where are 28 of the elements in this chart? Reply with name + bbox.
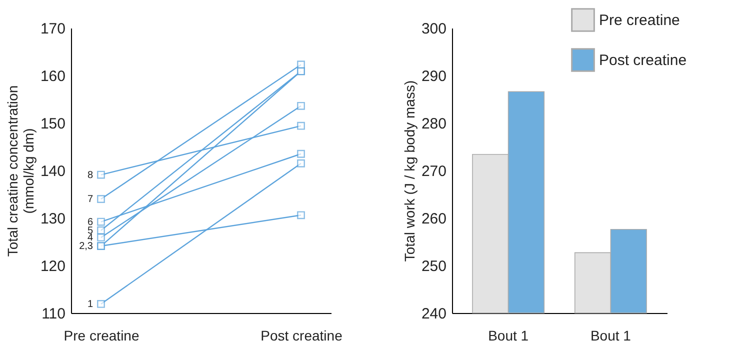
y-tick-label: 260 xyxy=(421,210,446,228)
x-tick-label: Bout 1 xyxy=(590,328,632,344)
y-tick-label: 240 xyxy=(421,306,446,322)
y-tick-label: 130 xyxy=(40,210,66,228)
series-label: 6 xyxy=(87,216,94,228)
x-tick-label: Pre creatine xyxy=(64,328,140,344)
legend-label: Post creatine xyxy=(599,52,687,69)
y-tick-label: 300 xyxy=(421,20,446,38)
y-tick-label: 170 xyxy=(40,20,66,38)
series-label: 1 xyxy=(87,298,94,310)
y-tick-label: 160 xyxy=(40,68,66,85)
y-tick-label: 150 xyxy=(40,116,66,132)
x-tick-label: Bout 1 xyxy=(488,328,529,344)
y-tick-label: 290 xyxy=(421,68,446,85)
y-tick-label: 270 xyxy=(421,163,446,180)
series-label: 2,3 xyxy=(79,241,94,252)
y-tick-label: 140 xyxy=(40,163,66,180)
x-tick-label: Post creatine xyxy=(260,328,343,344)
series-label: 8 xyxy=(87,170,94,181)
legend-label: Pre creatine xyxy=(599,12,680,29)
y-axis-title: Total creatine concentration (mmol/kg dm) xyxy=(4,85,36,257)
series-label: 4 xyxy=(87,232,94,244)
y-axis-title: Total work (J / kg body mass) xyxy=(401,80,418,262)
y-tick-label: 280 xyxy=(421,116,446,132)
y-tick-label: 120 xyxy=(40,258,66,275)
series-label: 7 xyxy=(87,194,94,205)
y-tick-label: 110 xyxy=(42,306,66,322)
y-tick-label: 250 xyxy=(421,258,446,275)
